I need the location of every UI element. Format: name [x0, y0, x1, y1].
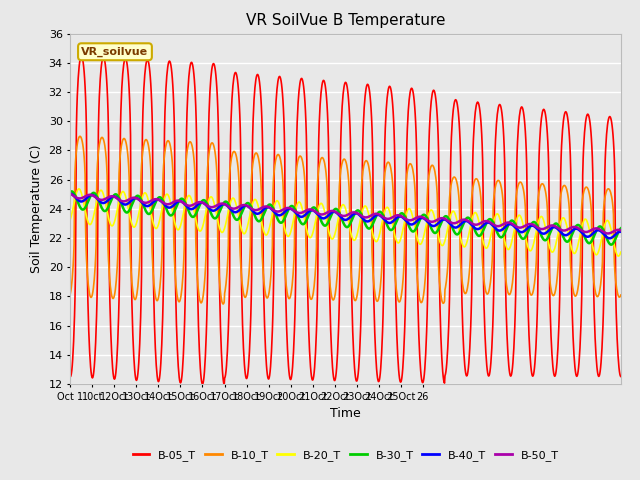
Line: B-10_T: B-10_T [70, 136, 621, 304]
Line: B-30_T: B-30_T [70, 192, 621, 245]
B-40_T [367, 217, 375, 223]
B-20_T [140, 191, 148, 197]
B-40_T [67, 191, 74, 196]
B-40_T [305, 208, 313, 214]
B-30_T [306, 210, 314, 216]
B-05_T [67, 374, 74, 380]
B-20_T [67, 216, 74, 222]
Title: VR SoilVue B Temperature: VR SoilVue B Temperature [246, 13, 445, 28]
B-50_T [140, 200, 147, 205]
B-50_T [617, 228, 625, 233]
B-05_T [77, 53, 85, 59]
Legend: B-05_T, B-10_T, B-20_T, B-30_T, B-40_T, B-50_T: B-05_T, B-10_T, B-20_T, B-30_T, B-40_T, … [128, 445, 563, 466]
B-40_T [606, 235, 614, 241]
B-10_T [220, 301, 227, 307]
B-40_T [617, 229, 625, 235]
B-10_T [76, 133, 84, 139]
B-10_T [253, 151, 260, 156]
B-20_T [76, 186, 83, 192]
Line: B-05_T: B-05_T [70, 56, 621, 385]
B-10_T [140, 142, 148, 147]
B-40_T [356, 212, 364, 218]
B-30_T [607, 242, 615, 248]
B-20_T [368, 225, 376, 231]
Y-axis label: Soil Temperature (C): Soil Temperature (C) [30, 144, 43, 273]
B-50_T [604, 230, 612, 236]
B-30_T [356, 209, 364, 215]
Line: B-20_T: B-20_T [70, 189, 621, 256]
B-30_T [617, 226, 625, 231]
B-40_T [140, 201, 147, 207]
B-30_T [68, 189, 76, 194]
B-20_T [356, 218, 364, 224]
B-20_T [614, 253, 622, 259]
B-20_T [617, 249, 625, 255]
B-30_T [67, 189, 74, 195]
B-30_T [160, 199, 168, 205]
B-30_T [252, 216, 260, 222]
B-05_T [253, 72, 260, 78]
B-10_T [368, 248, 376, 253]
B-50_T [159, 200, 167, 205]
B-40_T [159, 200, 167, 206]
B-50_T [305, 206, 313, 212]
B-50_T [67, 191, 74, 197]
B-20_T [160, 199, 168, 204]
B-10_T [306, 295, 314, 300]
B-05_T [356, 328, 364, 334]
B-50_T [356, 212, 364, 217]
B-50_T [367, 213, 375, 218]
B-05_T [306, 357, 314, 362]
B-40_T [252, 211, 260, 216]
B-10_T [67, 290, 74, 296]
X-axis label: Time: Time [330, 407, 361, 420]
B-20_T [306, 235, 314, 240]
B-05_T [617, 373, 625, 379]
B-10_T [356, 244, 364, 250]
B-30_T [368, 224, 376, 229]
B-10_T [160, 163, 168, 168]
B-50_T [252, 207, 260, 213]
B-10_T [617, 292, 625, 298]
Line: B-40_T: B-40_T [70, 193, 621, 238]
Text: VR_soilvue: VR_soilvue [81, 47, 148, 57]
B-05_T [140, 86, 148, 92]
B-30_T [140, 204, 148, 209]
B-05_T [160, 271, 168, 277]
B-05_T [220, 382, 228, 388]
Line: B-50_T: B-50_T [70, 194, 621, 233]
B-05_T [368, 125, 376, 131]
B-20_T [252, 198, 260, 204]
